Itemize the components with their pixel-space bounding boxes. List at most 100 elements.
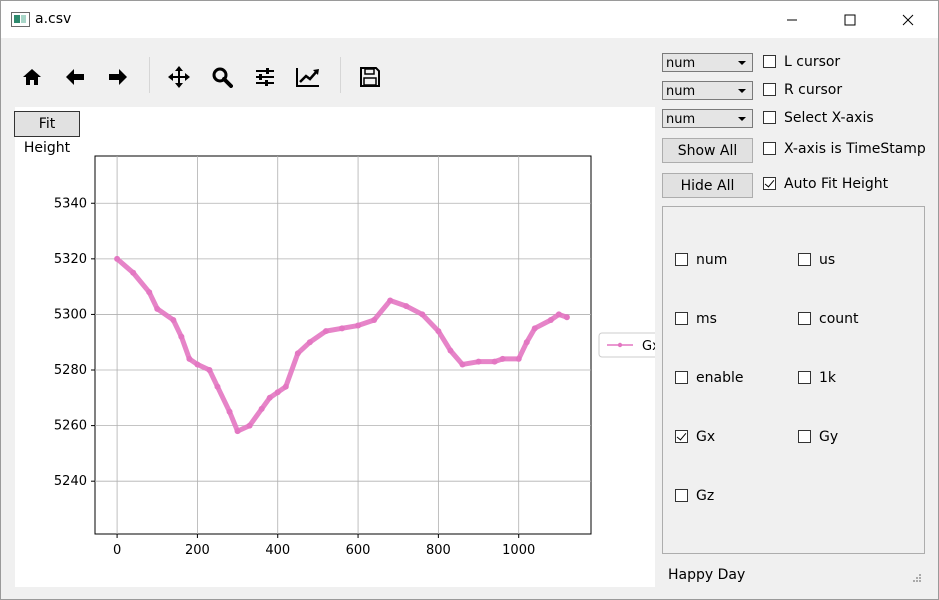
channel-checkbox-1k[interactable]	[798, 371, 811, 384]
channel-label: Gz	[696, 488, 715, 504]
select-x-axis-checkbox[interactable]	[763, 111, 776, 124]
y-tick-label: 5320	[54, 252, 87, 267]
data-point	[258, 405, 265, 412]
x-tick-label: 200	[185, 543, 210, 558]
channel-checkbox-gx[interactable]	[675, 430, 688, 443]
data-point	[282, 383, 289, 390]
data-point	[114, 255, 121, 262]
combo-box-1[interactable]: num	[662, 53, 753, 72]
data-point	[547, 316, 554, 323]
data-point	[246, 422, 253, 429]
toolbar-separator	[149, 57, 150, 93]
data-point	[419, 311, 426, 318]
title-bar: a.csv	[1, 1, 938, 38]
fit-height-button[interactable]: Fit Height	[14, 111, 80, 156]
plot-canvas[interactable]: 0 200 400 600 800 1000 5240 5260 5280 5300 5320 534…	[15, 107, 670, 587]
data-point	[371, 316, 378, 323]
data-point	[355, 322, 362, 329]
show-all-button[interactable]: Show All	[662, 138, 753, 163]
y-tick-label: 5260	[54, 419, 87, 434]
data-point	[515, 355, 522, 362]
minimize-icon	[787, 19, 797, 20]
select-x-axis-label: Select X-axis	[784, 110, 874, 126]
legend-marker	[617, 342, 623, 348]
resize-grip-icon[interactable]	[912, 573, 922, 583]
channel-label: Gy	[819, 429, 839, 445]
edit-axis-icon	[296, 68, 319, 87]
home-button[interactable]	[18, 63, 46, 91]
chevron-down-icon	[738, 61, 746, 65]
channel-label: num	[696, 252, 728, 268]
channel-checkbox-gz[interactable]	[675, 489, 688, 502]
app-icon	[11, 12, 30, 27]
l-cursor-checkbox[interactable]	[763, 55, 776, 68]
save-button[interactable]	[356, 63, 384, 91]
toolbar-separator	[340, 57, 341, 93]
data-point	[491, 358, 498, 365]
data-point	[214, 383, 221, 390]
combo-box-3[interactable]: num	[662, 109, 753, 128]
maximize-icon	[844, 14, 856, 25]
data-point	[523, 339, 530, 346]
channel-label: us	[819, 252, 836, 268]
data-point	[194, 361, 201, 368]
data-point	[475, 358, 482, 365]
channel-checkbox-gy[interactable]	[798, 430, 811, 443]
data-point	[563, 314, 570, 321]
channel-label: count	[819, 311, 859, 327]
hide-all-button[interactable]: Hide All	[662, 173, 753, 198]
y-tick-label: 5300	[54, 307, 87, 322]
data-point	[154, 305, 161, 312]
channel-label: enable	[696, 370, 744, 386]
data-point	[274, 389, 281, 396]
pan-icon	[168, 66, 190, 88]
channel-checkbox-num[interactable]	[675, 253, 688, 266]
data-point	[186, 355, 193, 362]
channel-label: Gx	[696, 429, 716, 445]
r-cursor-checkbox[interactable]	[763, 83, 776, 96]
x-tick-label: 600	[346, 543, 371, 558]
x-tick-label: 400	[265, 543, 290, 558]
data-point	[266, 394, 273, 401]
back-icon	[66, 69, 84, 85]
chevron-down-icon	[738, 117, 746, 121]
x-axis-timestamp-checkbox[interactable]	[763, 142, 776, 155]
y-tick-label: 5340	[54, 196, 87, 211]
minimize-button[interactable]	[769, 1, 815, 38]
pan-button[interactable]	[165, 63, 193, 91]
close-icon	[902, 14, 914, 25]
chevron-down-icon	[738, 89, 746, 93]
configure-subplots-button[interactable]	[251, 63, 279, 91]
axes-frame	[94, 155, 592, 535]
channel-checkbox-enable[interactable]	[675, 371, 688, 384]
data-point	[130, 269, 137, 276]
y-tick-label: 5240	[54, 474, 87, 489]
combo-box-2[interactable]: num	[662, 81, 753, 100]
close-button[interactable]	[885, 1, 931, 38]
channel-checkbox-us[interactable]	[798, 253, 811, 266]
auto-fit-height-checkbox[interactable]	[763, 177, 776, 190]
channel-checkbox-ms[interactable]	[675, 312, 688, 325]
data-point	[338, 325, 345, 332]
plot-toolbar	[1, 39, 656, 107]
data-point	[387, 297, 394, 304]
r-cursor-label: R cursor	[784, 82, 843, 98]
x-tick-label: 800	[426, 543, 451, 558]
data-point	[306, 339, 313, 346]
l-cursor-label: L cursor	[784, 54, 841, 70]
channel-checkbox-count[interactable]	[798, 312, 811, 325]
forward-button[interactable]	[104, 63, 132, 91]
line-chart: 0 200 400 600 800 1000 5240 5260 5280 5300 5320 534…	[54, 155, 670, 558]
data-point	[435, 328, 442, 335]
channel-group: num us ms count enable 1k Gx Gy Gz	[662, 206, 925, 554]
legend-label: Gx	[642, 339, 655, 354]
maximize-button[interactable]	[827, 1, 873, 38]
back-button[interactable]	[61, 63, 89, 91]
zoom-button[interactable]	[208, 63, 236, 91]
data-point	[531, 325, 538, 332]
home-icon	[23, 69, 41, 85]
edit-axis-button[interactable]	[294, 63, 322, 91]
data-point	[499, 355, 506, 362]
legend: Gx	[598, 332, 670, 358]
